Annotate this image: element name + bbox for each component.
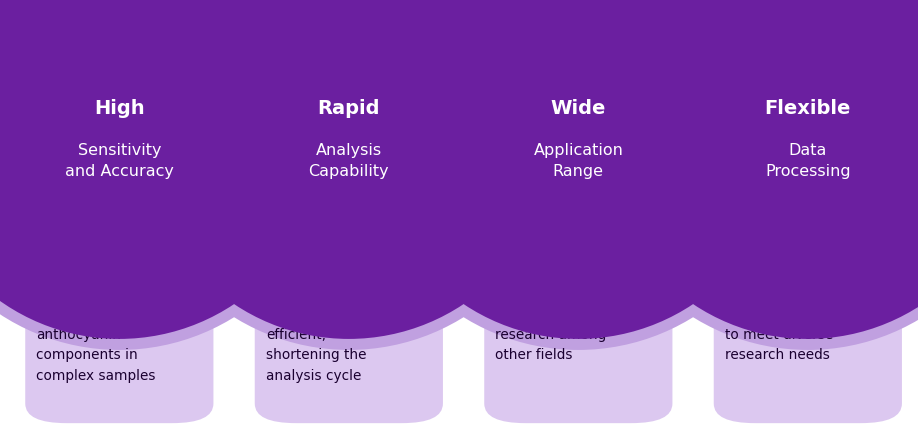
FancyBboxPatch shape <box>26 234 213 423</box>
Ellipse shape <box>372 0 785 339</box>
Text: High: High <box>94 99 145 118</box>
Text: Wide: Wide <box>551 99 606 118</box>
FancyBboxPatch shape <box>255 234 443 423</box>
FancyBboxPatch shape <box>485 234 672 423</box>
Text: Data
Processing: Data Processing <box>765 143 851 178</box>
Ellipse shape <box>131 0 566 350</box>
Ellipse shape <box>0 0 337 350</box>
Text: Rapid: Rapid <box>318 99 380 118</box>
Ellipse shape <box>0 0 326 339</box>
Ellipse shape <box>601 0 918 339</box>
Ellipse shape <box>361 0 796 350</box>
Ellipse shape <box>590 0 918 350</box>
FancyBboxPatch shape <box>714 234 901 423</box>
Text: The process from
sample handling
to report
generation is
efficient,
shortening t: The process from sample handling to repo… <box>266 245 385 383</box>
Text: LC-MS technology
can precisely
qualitive and
quantify
anthocyanin
components in
: LC-MS technology can precisely qualitive… <box>37 245 159 383</box>
Text: Sensitivity
and Accuracy: Sensitivity and Accuracy <box>65 143 174 178</box>
Text: Provides
comprehensive
data analysis and
customized reports
to meet diverse
rese: Provides comprehensive data analysis and… <box>725 245 856 362</box>
Text: Suitable for
clinical research,
drug development,
and biological
research among
: Suitable for clinical research, drug dev… <box>496 245 626 362</box>
Text: Analysis
Capability: Analysis Capability <box>308 143 389 178</box>
Text: Flexible: Flexible <box>765 99 851 118</box>
Ellipse shape <box>142 0 555 339</box>
Text: Application
Range: Application Range <box>533 143 623 178</box>
